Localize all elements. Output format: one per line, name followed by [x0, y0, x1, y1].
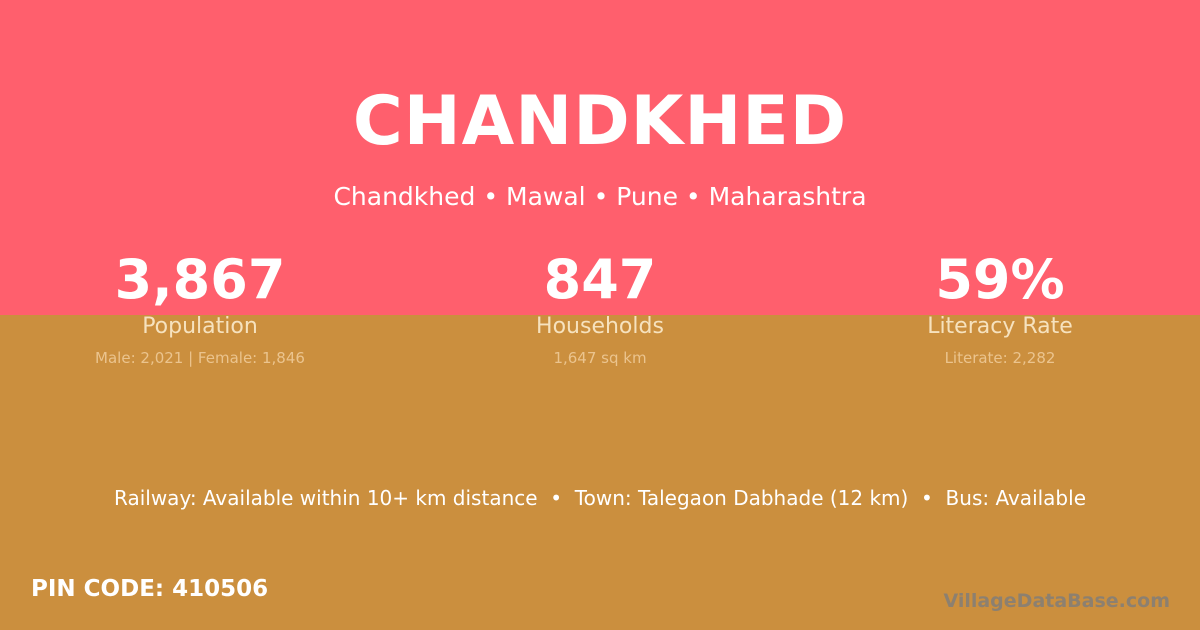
stat-detail: Literate: 2,282: [944, 349, 1056, 367]
village-title: CHANDKHED: [352, 82, 848, 161]
stat-label: Population: [142, 314, 258, 339]
pin-code: PIN CODE: 410506: [31, 576, 269, 602]
access-info: Railway: Available within 10+ km distanc…: [114, 486, 1086, 510]
footer-band: [0, 315, 1200, 630]
stat-value: 847: [543, 248, 657, 311]
stat-value: 3,867: [114, 248, 286, 311]
stat-detail: 1,647 sq km: [553, 349, 647, 367]
stat-households: 847 Households 1,647 sq km: [400, 248, 800, 367]
stat-value: 59%: [935, 248, 1065, 311]
stat-label: Literacy Rate: [927, 314, 1073, 339]
stat-detail: Male: 2,021 | Female: 1,846: [95, 349, 305, 367]
header-band: [0, 0, 1200, 315]
stat-population: 3,867 Population Male: 2,021 | Female: 1…: [0, 248, 400, 367]
brand-watermark: VillageDataBase.com: [943, 590, 1170, 612]
stat-label: Households: [536, 314, 664, 339]
location-breadcrumb: Chandkhed • Mawal • Pune • Maharashtra: [333, 182, 867, 211]
stat-literacy: 59% Literacy Rate Literate: 2,282: [800, 248, 1200, 367]
